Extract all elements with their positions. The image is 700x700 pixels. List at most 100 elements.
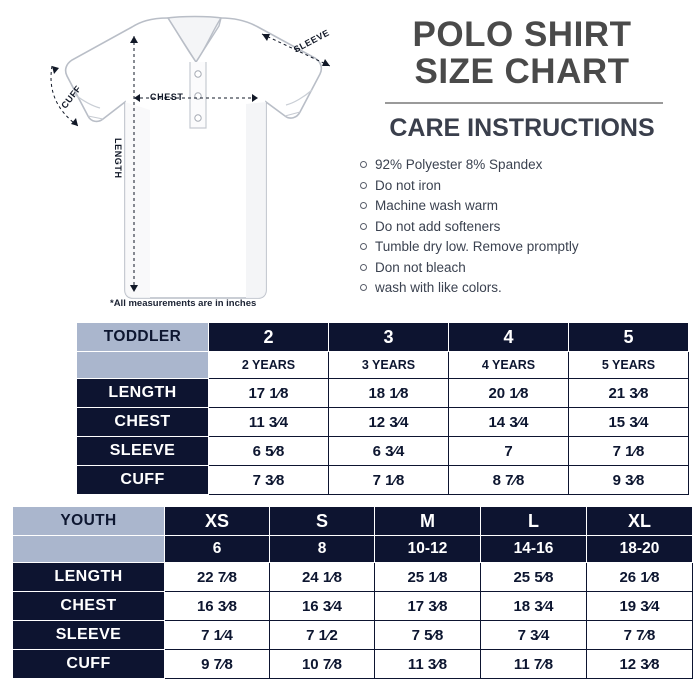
youth-age-s: 8 — [269, 535, 375, 563]
toddler-length-2: 17 1⁄8 — [208, 378, 329, 408]
youth-age-xl: 18-20 — [586, 535, 693, 563]
youth-cuff-l: 11 7⁄8 — [480, 649, 587, 679]
bullet-icon — [360, 181, 367, 189]
care-item-text: wash with like colors. — [375, 280, 502, 296]
list-item: Don not bleach — [360, 258, 700, 279]
toddler-size-3: 3 — [328, 322, 449, 352]
youth-row-label-length: LENGTH — [12, 562, 165, 592]
youth-age-xs: 6 — [164, 535, 270, 563]
youth-size-xl: XL — [586, 506, 693, 536]
table-row: LENGTH 22 7⁄8 24 1⁄8 25 1⁄8 25 5⁄8 26 1⁄… — [12, 562, 693, 592]
toddler-cuff-5: 9 3⁄8 — [568, 465, 689, 495]
table-row: 6 8 10-12 14-16 18-20 — [12, 535, 693, 563]
toddler-cuff-4: 8 7⁄8 — [448, 465, 569, 495]
toddler-sleeve-4: 7 — [448, 436, 569, 466]
toddler-size-table: TODDLER 2 3 4 5 2 YEARS 3 YEARS 4 YEARS … — [76, 322, 689, 495]
toddler-age-5: 5 YEARS — [568, 351, 689, 379]
table-row: 2 YEARS 3 YEARS 4 YEARS 5 YEARS — [76, 351, 689, 379]
toddler-header-label: TODDLER — [76, 322, 209, 352]
table-row: CUFF 7 3⁄8 7 1⁄8 8 7⁄8 9 3⁄8 — [76, 465, 689, 495]
text-pane: POLO SHIRT SIZE CHART CARE INSTRUCTIONS … — [348, 0, 700, 322]
youth-sleeve-m: 7 5⁄8 — [374, 620, 481, 650]
youth-row-label-sleeve: SLEEVE — [12, 620, 165, 650]
toddler-row-label-sleeve: SLEEVE — [76, 436, 209, 466]
care-item-text: Machine wash warm — [375, 198, 499, 214]
label-chest: CHEST — [150, 92, 184, 102]
youth-cuff-s: 10 7⁄8 — [269, 649, 375, 679]
toddler-cuff-3: 7 1⁄8 — [328, 465, 449, 495]
bullet-icon — [360, 202, 367, 210]
header-section: CHEST SLEEVE CUFF LENGTH POLO SHIRT SIZE… — [0, 0, 700, 322]
care-item-text: Don not bleach — [375, 259, 466, 275]
table-row: TODDLER 2 3 4 5 — [76, 322, 689, 352]
page-title: POLO SHIRT SIZE CHART — [348, 16, 700, 90]
shirt-diagram: CHEST SLEEVE CUFF LENGTH — [0, 0, 348, 322]
toddler-row-label-chest: CHEST — [76, 407, 209, 437]
toddler-size-5: 5 — [568, 322, 689, 352]
youth-size-l: L — [480, 506, 587, 536]
toddler-size-2: 2 — [208, 322, 329, 352]
youth-age-l: 14-16 — [480, 535, 587, 563]
toddler-length-3: 18 1⁄8 — [328, 378, 449, 408]
toddler-chest-4: 14 3⁄4 — [448, 407, 569, 437]
youth-chest-xs: 16 3⁄8 — [164, 591, 270, 621]
youth-header-label: YOUTH — [12, 506, 165, 536]
care-instructions-title: CARE INSTRUCTIONS — [389, 114, 655, 143]
youth-row-label-chest: CHEST — [12, 591, 165, 621]
youth-cuff-m: 11 3⁄8 — [374, 649, 481, 679]
toddler-cuff-2: 7 3⁄8 — [208, 465, 329, 495]
youth-cuff-xl: 12 3⁄8 — [586, 649, 693, 679]
youth-chest-xl: 19 3⁄4 — [586, 591, 693, 621]
table-row: SLEEVE 7 1⁄4 7 1⁄2 7 5⁄8 7 3⁄4 7 7⁄8 — [12, 620, 693, 650]
youth-length-xs: 22 7⁄8 — [164, 562, 270, 592]
care-instructions-list: 92% Polyester 8% Spandex Do not iron Mac… — [348, 155, 700, 299]
youth-size-xs: XS — [164, 506, 270, 536]
youth-size-s: S — [269, 506, 375, 536]
toddler-length-5: 21 3⁄8 — [568, 378, 689, 408]
toddler-age-4: 4 YEARS — [448, 351, 569, 379]
care-item-text: Do not add softeners — [375, 218, 501, 234]
youth-sleeve-l: 7 3⁄4 — [480, 620, 587, 650]
toddler-sleeve-2: 6 5⁄8 — [208, 436, 329, 466]
toddler-length-4: 20 1⁄8 — [448, 378, 569, 408]
size-tables: TODDLER 2 3 4 5 2 YEARS 3 YEARS 4 YEARS … — [0, 322, 700, 679]
youth-chest-s: 16 3⁄4 — [269, 591, 375, 621]
toddler-row-label-length: LENGTH — [76, 378, 209, 408]
toddler-chest-2: 11 3⁄4 — [208, 407, 329, 437]
bullet-icon — [360, 284, 367, 292]
toddler-chest-5: 15 3⁄4 — [568, 407, 689, 437]
toddler-age-3: 3 YEARS — [328, 351, 449, 379]
table-row: LENGTH 17 1⁄8 18 1⁄8 20 1⁄8 21 3⁄8 — [76, 378, 689, 408]
table-row: CHEST 16 3⁄8 16 3⁄4 17 3⁄8 18 3⁄4 19 3⁄4 — [12, 591, 693, 621]
polo-shirt-illustration — [50, 15, 331, 299]
care-item-text: Do not iron — [375, 177, 442, 193]
bullet-icon — [360, 222, 367, 230]
list-item: Do not add softeners — [360, 217, 700, 238]
youth-chest-l: 18 3⁄4 — [480, 591, 587, 621]
list-item: Machine wash warm — [360, 196, 700, 217]
youth-length-m: 25 1⁄8 — [374, 562, 481, 592]
bullet-icon — [360, 243, 367, 251]
youth-length-l: 25 5⁄8 — [480, 562, 587, 592]
table-row: CHEST 11 3⁄4 12 3⁄4 14 3⁄4 15 3⁄4 — [76, 407, 689, 437]
youth-cuff-xs: 9 7⁄8 — [164, 649, 270, 679]
youth-sleeve-xs: 7 1⁄4 — [164, 620, 270, 650]
care-item-text: Tumble dry low. Remove promptly — [375, 239, 579, 255]
list-item: wash with like colors. — [360, 278, 700, 299]
youth-row-label-cuff: CUFF — [12, 649, 165, 679]
toddler-age-2: 2 YEARS — [208, 351, 329, 379]
toddler-subheader-blank — [76, 351, 209, 379]
youth-subheader-blank — [12, 535, 165, 563]
toddler-sleeve-5: 7 1⁄8 — [568, 436, 689, 466]
title-line-2: SIZE CHART — [414, 52, 630, 92]
bullet-icon — [360, 263, 367, 271]
youth-length-s: 24 1⁄8 — [269, 562, 375, 592]
list-item: 92% Polyester 8% Spandex — [360, 155, 700, 176]
youth-length-xl: 26 1⁄8 — [586, 562, 693, 592]
toddler-size-4: 4 — [448, 322, 569, 352]
youth-age-m: 10-12 — [374, 535, 481, 563]
toddler-sleeve-3: 6 3⁄4 — [328, 436, 449, 466]
label-length: LENGTH — [113, 138, 123, 179]
toddler-row-label-cuff: CUFF — [76, 465, 209, 495]
youth-sleeve-xl: 7 7⁄8 — [586, 620, 693, 650]
